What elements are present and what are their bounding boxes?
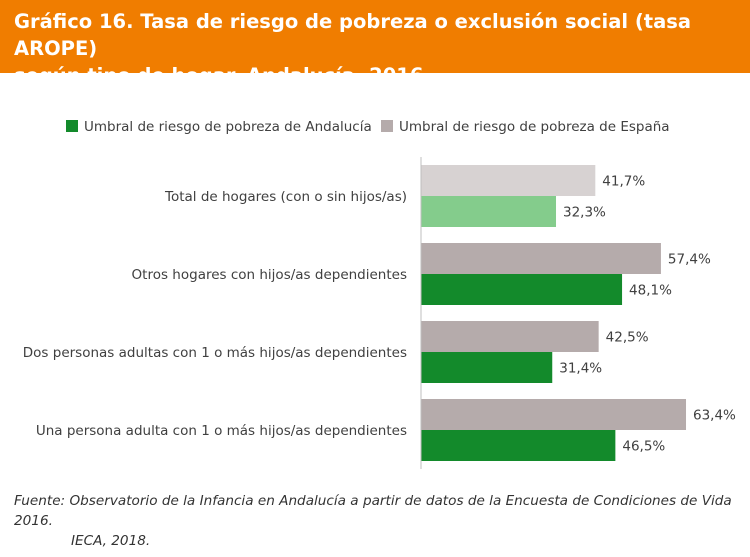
bar-andalucia [421,196,557,227]
legend-label-andalucia: Umbral de riesgo de pobreza de Andalucía [84,119,372,135]
legend-label-espana: Umbral de riesgo de pobreza de España [399,119,670,135]
category-label: Total de hogares (con o sin hijos/as) [164,189,407,205]
data-label-espana: 57,4% [668,252,711,268]
data-label-andalucia: 31,4% [559,361,602,377]
data-label-andalucia: 48,1% [629,283,672,299]
bar-andalucia [421,352,553,383]
source-line-2: IECA, 2018. [71,533,151,549]
bar-espana [421,243,661,274]
bar-espana [421,321,599,352]
chart-header: Gráfico 16. Tasa de riesgo de pobreza o … [0,0,750,87]
bar-chart: Umbral de riesgo de pobreza de Andalucía… [23,119,736,469]
data-label-espana: 42,5% [606,330,649,346]
legend-swatch-andalucia [66,120,78,132]
bar-espana [421,165,596,196]
chart-title-line-1: Gráfico 16. Tasa de riesgo de pobreza o … [14,10,691,60]
chart-title: Gráfico 16. Tasa de riesgo de pobreza o … [14,8,739,89]
category-label: Una persona adulta con 1 o más hijos/as … [36,423,407,439]
chart-title-line-2: según tipo de hogar. Andalucía, 2016 [14,64,424,87]
legend-swatch-espana [381,120,393,132]
data-label-andalucia: 46,5% [622,439,665,455]
bar-andalucia [421,430,616,461]
source-line-1: Fuente: Observatorio de la Infancia en A… [14,493,732,529]
data-label-espana: 63,4% [693,408,736,424]
category-label: Otros hogares con hijos/as dependientes [132,267,407,283]
source-note: Fuente: Observatorio de la Infancia en A… [14,491,739,551]
data-label-andalucia: 32,3% [563,205,606,221]
category-label: Dos personas adultas con 1 o más hijos/a… [23,345,407,361]
data-label-espana: 41,7% [602,174,645,190]
bar-andalucia [421,274,623,305]
bar-espana [421,399,687,430]
